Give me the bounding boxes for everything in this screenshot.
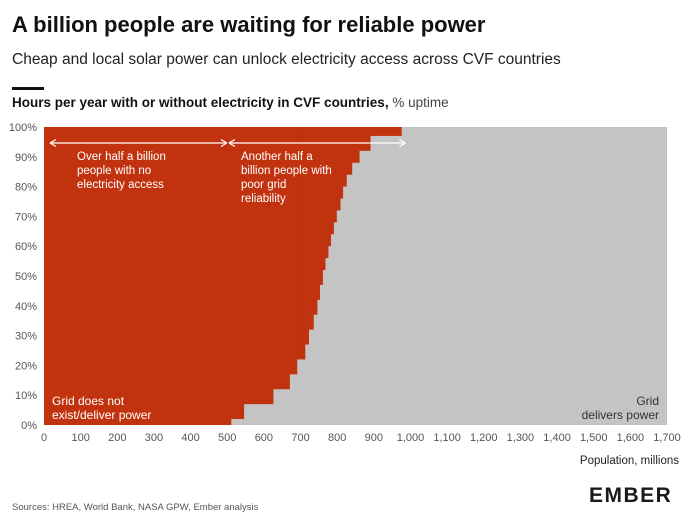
unpowered-step [317,127,320,300]
x-tick-label: 700 [291,432,309,444]
y-tick-label: 0% [21,420,37,432]
x-tick-label: 1,600 [617,432,645,444]
annotation-1-line: Over half a billion [77,151,166,163]
x-axis-title: Population, millions [580,455,679,467]
ember-logo: EMBER [589,484,673,507]
annotation-2-line: billion people with [241,165,332,177]
y-tick-label: 10% [15,390,37,402]
unpowered-step [342,127,347,187]
unpowered-step [359,127,371,151]
x-tick-label: 400 [181,432,199,444]
x-tick-label: 1,200 [470,432,498,444]
annotation-2-line: Another half a [241,151,313,163]
chart-heading-bold: Hours per year with or without electrici… [12,95,389,110]
x-tick-label: 1,700 [653,432,681,444]
x-tick-label: 1,100 [433,432,461,444]
unpowered-step [243,127,274,405]
unpowered-step [328,127,331,247]
x-tick-label: 1,300 [507,432,535,444]
unpowered-step [304,127,309,345]
grid-absent-label: Grid does not [52,394,125,408]
unpowered-step [340,127,344,199]
annotation-arrow-1-head-left [49,138,57,148]
y-tick-label: 80% [15,182,37,194]
unpowered-step [319,127,323,285]
annotation-1-line: people with no [77,165,151,177]
unpowered-step [308,127,314,330]
unpowered-step [336,127,341,211]
x-tick-label: 100 [71,432,89,444]
y-tick-label: 100% [9,122,37,134]
chart-heading-unit: % uptime [388,95,449,110]
x-tick-label: 900 [365,432,383,444]
unpowered-step [296,127,306,360]
unpowered-step [44,127,232,425]
page-subtitle: Cheap and local solar power can unlock e… [12,51,561,68]
x-tick-label: 1,000 [397,432,425,444]
y-tick-label: 20% [15,360,37,372]
page-title: A billion people are waiting for reliabl… [12,12,486,37]
unpowered-step [330,127,334,235]
y-tick-label: 40% [15,301,37,313]
unpowered-step [333,127,337,223]
x-tick-label: 300 [145,432,163,444]
y-tick-label: 70% [15,211,37,223]
y-tick-label: 30% [15,331,37,343]
x-tick-label: 1,500 [580,432,608,444]
unpowered-step [289,127,298,375]
unpowered-step [370,127,402,136]
unpowered-step [313,127,318,315]
unpowered-step [322,127,326,271]
unpowered-step [325,127,329,259]
annotation-2-line: poor grid [241,179,286,191]
sources-note: Sources: HREA, World Bank, NASA GPW, Emb… [12,502,259,513]
unpowered-step [351,127,360,163]
y-tick-label: 60% [15,241,37,253]
y-tick-label: 90% [15,152,37,164]
grid-delivers-label: Grid [636,394,659,408]
annotation-arrow-2 [228,138,406,148]
chart-heading: Hours per year with or without electrici… [12,95,449,110]
x-tick-label: 0 [41,432,47,444]
annotation-arrow-2-head-right [399,138,406,148]
unpowered-step [273,127,290,390]
annotation-arrow-1-head-right [220,138,228,148]
annotation-arrow-1 [49,138,228,148]
x-tick-label: 800 [328,432,346,444]
annotation-1-line: electricity access [77,179,164,191]
annotation-arrow-2-head-left [228,138,236,148]
x-tick-label: 1,400 [543,432,571,444]
x-tick-label: 200 [108,432,126,444]
grid-delivers-label: delivers power [582,408,659,422]
x-tick-label: 600 [255,432,273,444]
accent-bar [12,87,44,90]
grid-absent-label: exist/deliver power [52,408,151,422]
unpowered-step [346,127,353,175]
annotation-2-line: reliability [241,193,286,205]
x-tick-label: 500 [218,432,236,444]
y-tick-label: 50% [15,271,37,283]
uptime-chart: 0% 10% 20% 30% 40% 50% 60% 70% 80% 90% 100% 0 100 200… [9,122,681,467]
unpowered-step [230,127,245,420]
